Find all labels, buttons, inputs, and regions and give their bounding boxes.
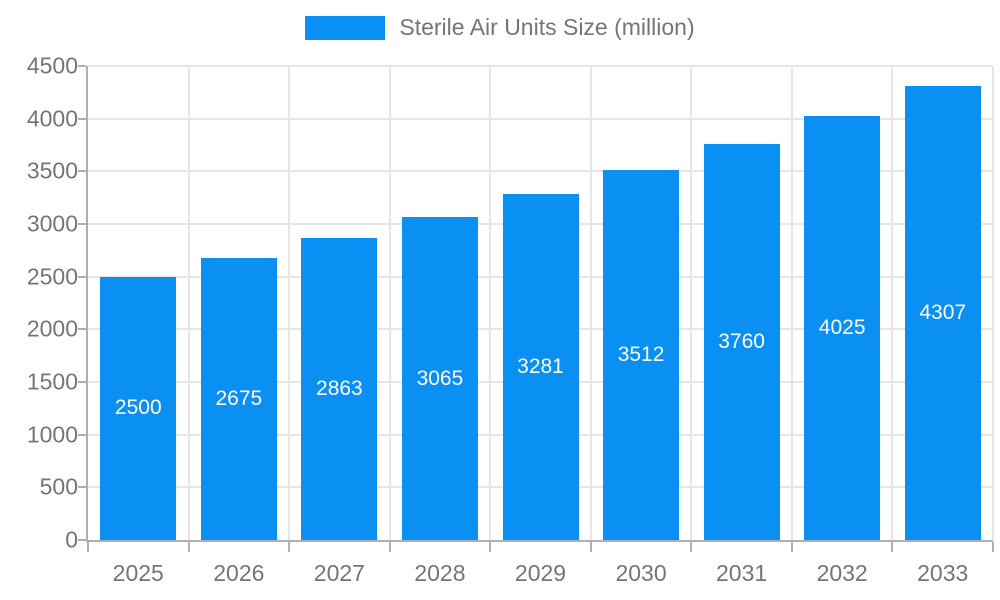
y-axis-tick-label: 1000: [26, 421, 78, 448]
y-axis-tick-label: 4000: [26, 105, 78, 132]
legend-swatch-icon: [305, 15, 386, 40]
x-axis-tick-label: 2030: [615, 560, 667, 586]
bar-value-label: 3760: [718, 329, 765, 353]
gridline-vertical: [388, 66, 391, 540]
x-axis-tick-label: 2032: [816, 560, 868, 586]
y-axis-tick: [78, 223, 86, 225]
legend-label: Sterile Air Units Size (million): [399, 14, 695, 40]
bar-value-label: 2675: [215, 387, 263, 411]
y-axis-tick-label: 4500: [26, 52, 78, 79]
y-axis-tick-label: 2000: [26, 315, 78, 342]
x-axis-tick-label: 2033: [917, 560, 969, 586]
bar-value-label: 3065: [416, 366, 464, 390]
y-axis-tick: [78, 170, 86, 173]
x-axis-tick: [388, 542, 391, 552]
bar-value-label: 4307: [919, 301, 967, 325]
bar-2030[interactable]: 3512: [603, 170, 680, 540]
x-axis-tick: [288, 542, 291, 552]
bar-2025[interactable]: 2500: [100, 276, 177, 540]
y-axis-tick: [78, 117, 86, 120]
y-axis-tick: [78, 486, 86, 489]
x-axis-tick-label: 2027: [313, 560, 365, 586]
x-axis-tick: [489, 542, 492, 552]
y-axis-tick: [78, 539, 86, 541]
x-axis-tick: [891, 542, 894, 552]
y-axis-tick-label: 2500: [26, 263, 78, 290]
gridline-horizontal: [88, 117, 993, 120]
x-axis-tick: [87, 542, 89, 552]
y-axis-tick-label: 1500: [26, 368, 78, 395]
gridline-vertical: [690, 66, 693, 540]
y-axis-tick-label: 3500: [26, 157, 78, 184]
y-axis-tick-label: 0: [65, 526, 78, 553]
gridline-vertical: [489, 66, 492, 540]
x-axis-tick-label: 2031: [716, 560, 768, 586]
y-axis-tick: [78, 65, 86, 67]
y-axis-tick: [78, 433, 86, 436]
bar-2033[interactable]: 4307: [904, 86, 981, 540]
plot-area: 2500 2675 2863 3065 3281 3512 3760 4025 4307: [78, 65, 994, 552]
legend[interactable]: Sterile Air Units Size (million): [0, 14, 1000, 41]
gridline-vertical: [992, 66, 994, 540]
gridline-vertical: [589, 66, 592, 540]
x-axis-tick-label: 2029: [514, 560, 567, 586]
y-axis-tick-label: 3000: [26, 210, 78, 237]
bar-value-label: 3512: [617, 343, 665, 367]
y-axis-tick: [78, 381, 86, 383]
bar-value-label: 2500: [114, 396, 162, 420]
x-axis-tick: [690, 542, 693, 552]
x-axis-line: [86, 540, 993, 542]
x-axis-tick: [589, 542, 592, 552]
x-axis-tick: [790, 542, 793, 552]
y-axis-tick: [78, 275, 86, 278]
x-axis-tick-label: 2028: [414, 560, 466, 586]
bar-2026[interactable]: 2675: [200, 258, 277, 540]
bar-value-label: 2863: [316, 377, 363, 401]
x-axis-tick: [992, 542, 994, 552]
bar-2027[interactable]: 2863: [301, 238, 378, 540]
bar-2031[interactable]: 3760: [703, 143, 780, 540]
gridline-vertical: [288, 66, 291, 540]
bar-value-label: 4025: [818, 316, 866, 340]
gridline-vertical: [187, 66, 190, 540]
y-axis-tick-label: 500: [39, 473, 78, 500]
y-axis-tick: [78, 328, 86, 331]
bar-2029[interactable]: 3281: [502, 194, 579, 540]
bar-value-label: 3281: [517, 355, 564, 379]
x-axis-tick: [187, 542, 190, 552]
y-axis-line: [86, 66, 88, 540]
gridline-horizontal: [88, 170, 993, 173]
gridline-horizontal: [88, 65, 993, 67]
x-axis-tick-label: 2026: [213, 560, 265, 586]
bar-2028[interactable]: 3065: [401, 217, 478, 540]
gridline-vertical: [891, 66, 894, 540]
bar-2032[interactable]: 4025: [804, 116, 881, 540]
x-axis-tick-label: 2025: [112, 560, 164, 586]
gridline-vertical: [790, 66, 793, 540]
